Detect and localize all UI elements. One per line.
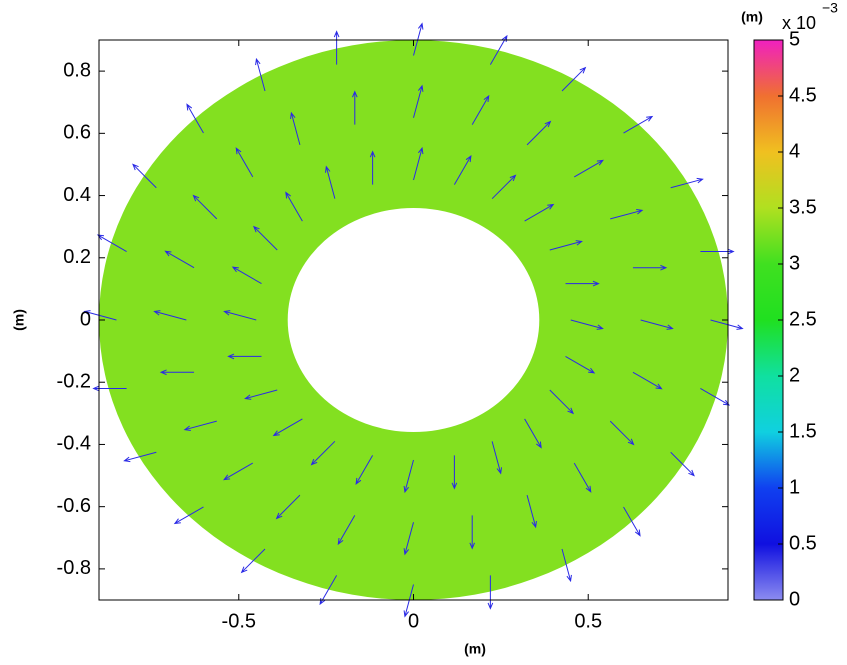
arrow: [469, 515, 476, 550]
arrow: [710, 319, 744, 330]
arrow: [355, 455, 374, 486]
arrow: [549, 389, 575, 415]
colorbar-tick-label: 4: [789, 140, 800, 162]
arrow: [252, 225, 278, 251]
arrow: [227, 353, 262, 360]
arrow: [333, 30, 340, 65]
arrow: [83, 310, 117, 321]
colorbar-exponent: −3: [822, 0, 838, 16]
arrow: [192, 194, 218, 220]
arrow: [186, 103, 204, 134]
arrow: [123, 451, 157, 463]
arrow: [623, 506, 641, 537]
y-tick-label: -0.6: [57, 495, 91, 517]
colorbar-tick-label: 1.5: [789, 420, 817, 442]
colorbar-tick-label: 5: [789, 28, 800, 50]
arrow: [337, 515, 356, 546]
arrow: [324, 165, 336, 199]
arrow: [96, 234, 127, 252]
colorbar-tick-label: 0.5: [789, 532, 817, 554]
arrow: [565, 280, 600, 287]
arrow: [310, 440, 336, 466]
arrow: [231, 266, 262, 285]
arrow: [290, 111, 301, 145]
arrow: [561, 548, 572, 583]
arrow: [549, 240, 583, 251]
y-tick-label: 0.2: [63, 246, 91, 268]
arrow: [561, 66, 587, 92]
arrow: [403, 459, 414, 494]
arrow: [453, 154, 472, 185]
arrow: [285, 191, 303, 222]
arrow: [573, 462, 592, 493]
arrow: [223, 462, 254, 481]
arrow: [153, 310, 187, 321]
arrow: [670, 177, 704, 189]
y-axis-label: (m): [11, 309, 27, 331]
colorbar-tick-label: 3: [789, 252, 800, 274]
arrow: [369, 150, 376, 185]
arrow: [255, 57, 266, 92]
arrow: [570, 319, 604, 330]
field-annulus: [99, 40, 728, 601]
arrow: [487, 575, 494, 610]
arrow: [491, 441, 503, 475]
y-tick-label: -0.8: [57, 557, 91, 579]
arrow: [524, 203, 555, 222]
arrow: [610, 208, 644, 220]
arrow: [413, 146, 424, 181]
arrow: [413, 84, 424, 118]
colorbar-tick-label: 2: [789, 364, 800, 386]
arrow: [240, 548, 266, 574]
arrow: [524, 418, 542, 449]
arrow: [403, 522, 414, 556]
arrow: [183, 420, 217, 432]
arrow: [609, 420, 635, 446]
colorbar-label: (m): [741, 9, 763, 25]
arrow: [632, 264, 668, 271]
colorbar-tick-label: 4.5: [789, 84, 817, 106]
y-tick-label: -0.4: [57, 433, 91, 455]
y-tick-label: 0: [80, 308, 91, 330]
arrow: [526, 495, 537, 529]
arrow: [640, 319, 674, 330]
x-tick-label: -0.5: [222, 610, 256, 632]
arrow: [173, 506, 204, 525]
arrow: [351, 90, 358, 125]
arrow: [573, 159, 604, 178]
colorbar-tick-label: 3.5: [789, 196, 817, 218]
colorbar-tick-label: 0: [789, 588, 800, 610]
arrow: [235, 147, 254, 178]
x-tick-label: 0.5: [574, 610, 602, 632]
arrow: [700, 388, 731, 406]
arrow: [491, 174, 517, 200]
y-tick-label: -0.2: [57, 371, 91, 393]
colorbar-multiplier: x 10: [782, 13, 816, 33]
y-tick-label: 0.4: [63, 184, 91, 206]
arrow: [565, 355, 596, 374]
arrow: [159, 369, 195, 376]
x-tick-label: 0: [408, 610, 419, 632]
arrow: [244, 389, 278, 400]
colorbar-tick-label: 2.5: [789, 308, 817, 330]
y-tick-label: 0.8: [63, 59, 91, 81]
arrow: [164, 250, 195, 269]
arrow: [223, 310, 257, 321]
arrow: [272, 418, 303, 437]
arrow: [623, 115, 654, 134]
arrow: [275, 494, 301, 520]
x-axis-label: (m): [464, 641, 486, 657]
y-tick-label: 0.6: [63, 122, 91, 144]
arrow: [132, 163, 157, 189]
arrow: [451, 455, 458, 490]
arrow: [632, 371, 663, 390]
arrow: [670, 451, 695, 477]
colorbar-tick-label: 1: [789, 476, 800, 498]
arrow: [526, 120, 552, 146]
arrow: [471, 94, 490, 125]
